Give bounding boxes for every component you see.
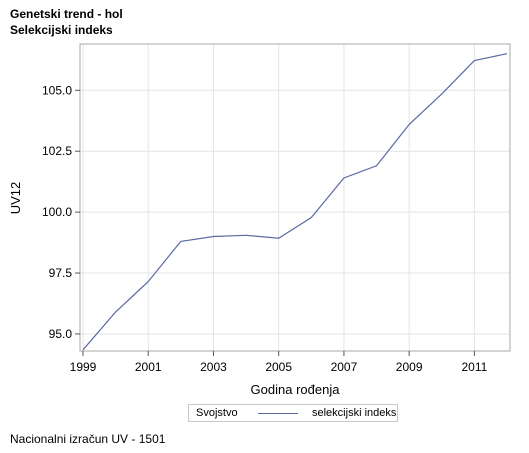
y-tick-label: 95.0 [49, 327, 73, 341]
x-tick-label: 2011 [461, 360, 487, 374]
x-tick-label: 2005 [265, 360, 292, 374]
y-tick-label: 102.5 [42, 144, 72, 158]
legend-title: Svojstvo [196, 407, 238, 419]
axis-ticks: 1999 2001 2003 2005 2007 2009 2011 95.0 97.5 100.… [42, 83, 488, 374]
legend-line-swatch [258, 413, 298, 414]
x-tick-label: 2003 [200, 360, 227, 374]
y-axis-label: UV12 [8, 182, 23, 215]
legend: Svojstvo selekcijski indeks [188, 404, 398, 422]
footnote: Nacionalni izračun UV - 1501 [10, 432, 166, 446]
x-tick-label: 2001 [135, 360, 162, 374]
x-tick-label: 1999 [70, 360, 97, 374]
grid-lines [80, 44, 510, 351]
x-tick-label: 2007 [331, 360, 358, 374]
plot-background [80, 44, 510, 351]
x-tick-label: 2009 [396, 360, 423, 374]
y-tick-label: 97.5 [49, 266, 73, 280]
series-line-selekcijski-indeks [82, 53, 508, 351]
series-layer [82, 53, 508, 351]
chart-title: Genetski trend - hol [10, 7, 123, 21]
x-axis-label: Godina rođenja [251, 382, 341, 397]
y-tick-label: 105.0 [42, 83, 72, 97]
chart-subtitle: Selekcijski indeks [10, 23, 113, 37]
y-tick-label: 100.0 [42, 205, 72, 219]
legend-entry-label: selekcijski indeks [312, 407, 397, 419]
plot-frame [79, 43, 511, 352]
